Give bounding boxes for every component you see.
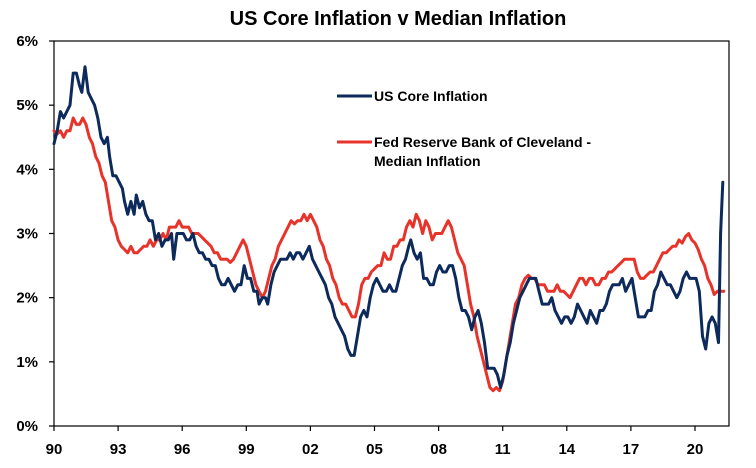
legend-label-median-line2: Median Inflation [374,153,481,169]
legend: US Core Inflation Fed Reserve Bank of Cl… [337,88,591,169]
x-tick-label: 17 [623,441,640,458]
y-tick-label: 3% [16,226,38,243]
x-tick-label: 99 [238,441,255,458]
x-tick-label: 96 [174,441,191,458]
x-tick-label: 02 [302,441,319,458]
x-tick-label: 08 [430,441,447,458]
y-tick-label: 6% [16,33,38,50]
y-tick-label: 0% [16,418,38,435]
chart-title: US Core Inflation v Median Inflation [230,8,567,30]
y-axis: 0% 1% 2% 3% 4% 5% 6% [16,33,54,435]
x-tick-label: 14 [558,441,575,458]
x-tick-label: 11 [495,441,511,458]
series-layer [52,65,726,393]
y-tick-label: 4% [16,161,38,178]
legend-label-median-line1: Fed Reserve Bank of Cleveland - [374,134,591,150]
series-line-us-core [52,65,725,389]
legend-label-us-core: US Core Inflation [374,88,488,104]
y-tick-label: 1% [16,354,38,371]
x-tick-label: 93 [110,441,127,458]
x-tick-label: 90 [46,441,63,458]
y-tick-label: 5% [16,97,38,114]
y-tick-label: 2% [16,290,38,307]
x-tick-label: 05 [366,441,383,458]
x-axis: 90 93 96 99 02 05 08 11 14 17 20 [46,426,704,458]
x-tick-label: 20 [687,441,704,458]
